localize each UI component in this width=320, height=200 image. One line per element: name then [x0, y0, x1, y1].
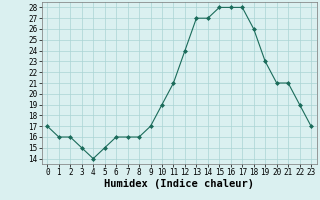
- X-axis label: Humidex (Indice chaleur): Humidex (Indice chaleur): [104, 179, 254, 189]
